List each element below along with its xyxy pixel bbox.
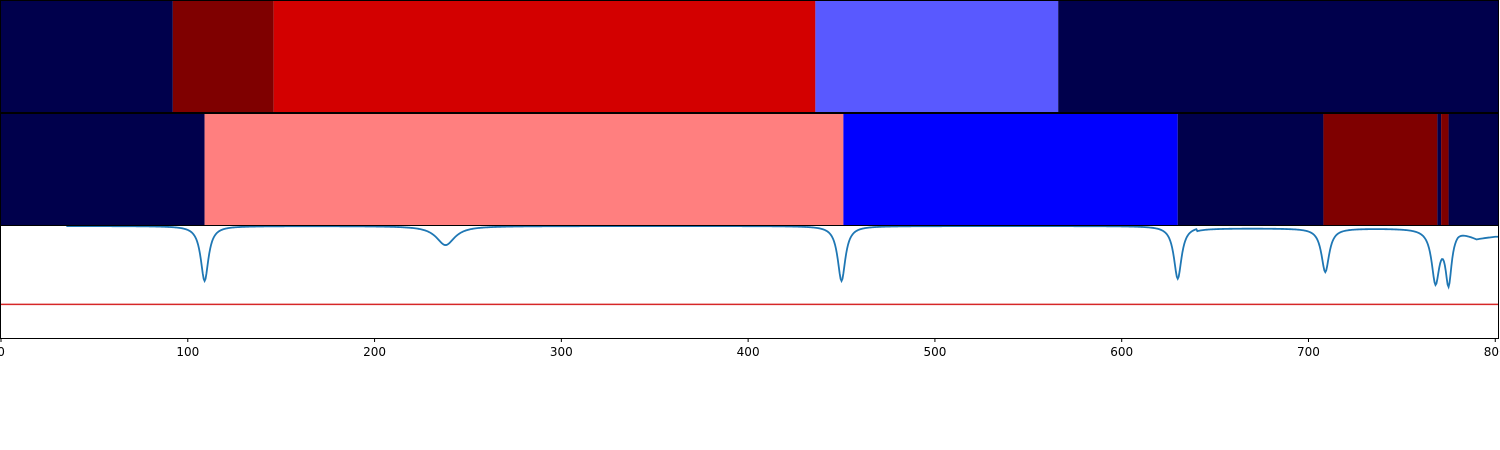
segment-1-5: [1058, 1, 1499, 112]
x-tick-label-700: 700: [1297, 345, 1320, 359]
segment-2-8: [1448, 114, 1499, 225]
panel-frame-1: [0, 0, 1499, 113]
x-axis: 0 100 200 300 400 500 600 700 800: [0, 338, 1500, 359]
segment-1-3: [273, 1, 816, 112]
segment-2-4: [1177, 114, 1324, 225]
x-tick-label-200: 200: [363, 345, 386, 359]
segment-track-1: [1, 1, 1499, 112]
panel-frame-3: [0, 225, 1499, 339]
segment-2-7: [1441, 114, 1449, 225]
x-tick-label-800: 800: [1484, 345, 1500, 359]
x-tick-label-500: 500: [923, 345, 946, 359]
x-tick-label-400: 400: [737, 345, 760, 359]
segment-2-5: [1323, 114, 1438, 225]
segment-1-2: [172, 1, 274, 112]
segment-1-4: [815, 1, 1059, 112]
segment-track-2: [1, 114, 1499, 225]
segment-2-6: [1437, 114, 1442, 225]
segment-1-1: [1, 1, 173, 112]
x-tick-label-600: 600: [1110, 345, 1133, 359]
segment-2-3: [843, 114, 1178, 225]
segment-2-2: [204, 114, 844, 225]
x-tick-label-0: 0: [0, 345, 5, 359]
signal-line: [66, 225, 1500, 290]
x-tick-label-100: 100: [176, 345, 199, 359]
x-tick-label-300: 300: [550, 345, 573, 359]
segment-2-1: [1, 114, 205, 225]
signal-panel: [1, 225, 1500, 306]
panel-frames: [0, 0, 1499, 339]
